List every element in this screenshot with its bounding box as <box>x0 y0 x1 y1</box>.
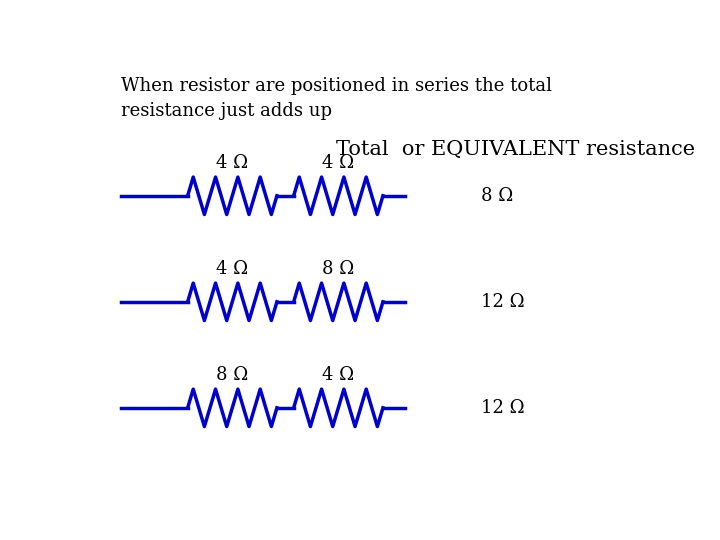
Text: 4 Ω: 4 Ω <box>216 260 248 278</box>
Text: 4 Ω: 4 Ω <box>323 366 354 384</box>
Text: 8 Ω: 8 Ω <box>481 187 513 205</box>
Text: 12 Ω: 12 Ω <box>481 399 524 417</box>
Text: 12 Ω: 12 Ω <box>481 293 524 311</box>
Text: 8 Ω: 8 Ω <box>322 260 354 278</box>
Text: Total  or EQUIVALENT resistance: Total or EQUIVALENT resistance <box>336 140 695 159</box>
Text: When resistor are positioned in series the total
resistance just adds up: When resistor are positioned in series t… <box>121 77 552 120</box>
Text: 8 Ω: 8 Ω <box>216 366 248 384</box>
Text: 4 Ω: 4 Ω <box>323 154 354 172</box>
Text: 4 Ω: 4 Ω <box>216 154 248 172</box>
